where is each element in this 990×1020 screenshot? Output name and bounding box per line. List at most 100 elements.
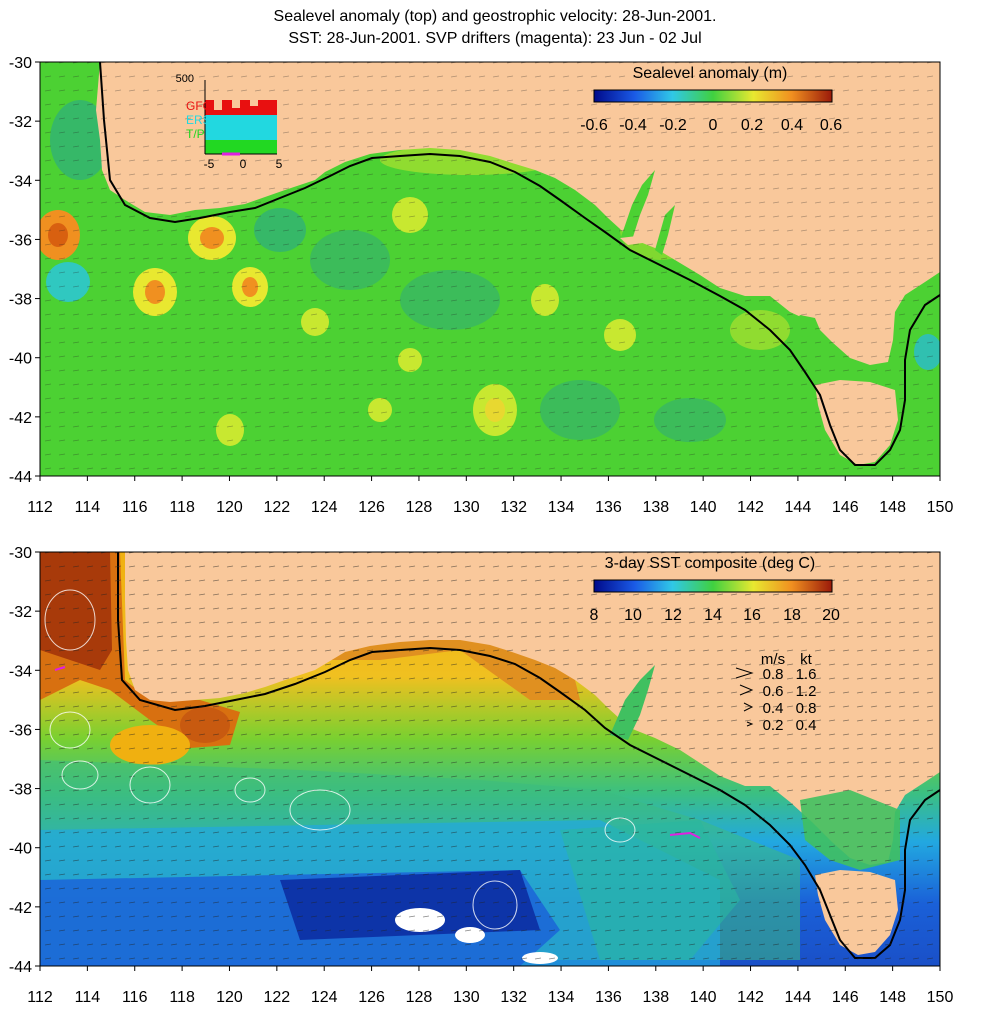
longitude-tick-label: 144 bbox=[785, 499, 812, 516]
sla-colorbar-tick: 0.6 bbox=[820, 117, 842, 134]
longitude-tick-label: 144 bbox=[785, 989, 812, 1006]
inset-x-tick: 5 bbox=[276, 157, 283, 171]
inset-legend-ers2: ERS-2 bbox=[186, 113, 222, 127]
figure-title-line-1: Sealevel anomaly (top) and geostrophic v… bbox=[273, 8, 717, 25]
sst-colorbar-tick: 12 bbox=[664, 607, 682, 624]
longitude-tick-label: 124 bbox=[311, 499, 338, 516]
velocity-key-kt: 0.4 bbox=[796, 717, 817, 734]
longitude-tick-label: 146 bbox=[832, 499, 859, 516]
sla-map-panel bbox=[40, 62, 940, 476]
drifter-track bbox=[669, 831, 701, 839]
longitude-tick-label: 140 bbox=[690, 499, 717, 516]
velocity-key: m/s kt 0.8 1.6 0.6 1.2 0.4 0.8 0.2 0.4 bbox=[735, 651, 817, 734]
sla-contour-lines bbox=[44, 589, 636, 930]
longitude-tick-label: 140 bbox=[690, 989, 717, 1006]
sla-colorbar-tick: 0.4 bbox=[781, 117, 803, 134]
sla-colorbar-tick: -0.2 bbox=[659, 117, 687, 134]
latitude-tick-label: -36 bbox=[9, 232, 32, 249]
sst-colorbar-tick: 14 bbox=[704, 607, 722, 624]
sla-colorbar-tick: -0.6 bbox=[580, 117, 608, 134]
inset-legend-tp: T/P bbox=[186, 127, 205, 141]
inset-x-tick: -5 bbox=[204, 157, 215, 171]
longitude-tick-label: 120 bbox=[216, 989, 243, 1006]
latitude-tick-label: -30 bbox=[9, 545, 32, 562]
longitude-tick-label: 138 bbox=[642, 989, 669, 1006]
sst-colorbar-scale bbox=[593, 579, 833, 593]
longitude-tick-label: 112 bbox=[27, 989, 53, 1006]
velocity-key-ms: 0.8 bbox=[763, 666, 784, 683]
velocity-key-kt: 1.2 bbox=[796, 683, 817, 700]
longitude-tick-label: 118 bbox=[169, 989, 195, 1006]
latitude-tick-label: -30 bbox=[9, 55, 32, 72]
velocity-key-kt: 0.8 bbox=[796, 700, 817, 717]
sla-colorbar: Sealevel anomaly (m) -0.6 -0.4 -0.2 0 0.… bbox=[580, 65, 842, 134]
sst-colorbar-tick: 10 bbox=[624, 607, 642, 624]
longitude-tick-label: 126 bbox=[358, 989, 385, 1006]
longitude-tick-label: 148 bbox=[879, 989, 906, 1006]
sst-colorbar-tick: 20 bbox=[822, 607, 840, 624]
longitude-tick-label: 134 bbox=[548, 989, 575, 1006]
longitude-tick-label: 138 bbox=[642, 499, 669, 516]
latitude-tick-label: -32 bbox=[9, 114, 32, 131]
sla-map-frame bbox=[39, 61, 941, 477]
longitude-tick-label: 132 bbox=[500, 989, 527, 1006]
sst-colorbar-tick: 16 bbox=[743, 607, 761, 624]
latitude-tick-label: -40 bbox=[9, 351, 32, 368]
sla-colorbar-tick: 0.2 bbox=[741, 117, 763, 134]
longitude-tick-label: 128 bbox=[406, 499, 433, 516]
latitude-tick-label: -34 bbox=[9, 663, 32, 680]
velocity-key-arrow bbox=[743, 702, 754, 712]
longitude-tick-label: 126 bbox=[358, 499, 385, 516]
inset-x-tick: 0 bbox=[240, 157, 247, 171]
velocity-key-ms: 0.6 bbox=[763, 683, 784, 700]
longitude-tick-label: 114 bbox=[75, 989, 101, 1006]
velocity-key-header-ms: m/s bbox=[761, 651, 785, 668]
longitude-tick-label: 150 bbox=[927, 499, 954, 516]
sst-velocity-vectors bbox=[40, 552, 940, 966]
longitude-tick-label: 128 bbox=[406, 989, 433, 1006]
longitude-tick-label: 112 bbox=[27, 499, 53, 516]
sla-colorbar-tick: 0 bbox=[709, 117, 718, 134]
bottom-longitude-ticks: 112 114 116 118 120 122 124 126 128 130 132 134 136 1… bbox=[27, 966, 953, 1006]
latitude-tick-label: -38 bbox=[9, 292, 32, 309]
longitude-tick-label: 122 bbox=[263, 989, 290, 1006]
velocity-key-arrow bbox=[735, 667, 754, 679]
longitude-tick-label: 130 bbox=[453, 989, 480, 1006]
drifter-track bbox=[54, 666, 66, 671]
longitude-tick-label: 122 bbox=[263, 499, 290, 516]
latitude-tick-label: -42 bbox=[9, 410, 32, 427]
longitude-tick-label: 130 bbox=[453, 499, 480, 516]
longitude-tick-label: 150 bbox=[927, 989, 954, 1006]
figure-title-line-2: SST: 28-Jun-2001. SVP drifters (magenta)… bbox=[288, 30, 702, 47]
sst-map-panel bbox=[40, 552, 940, 966]
latitude-tick-label: -42 bbox=[9, 900, 32, 917]
longitude-tick-label: 136 bbox=[595, 989, 622, 1006]
longitude-tick-label: 118 bbox=[169, 499, 195, 516]
longitude-tick-label: 134 bbox=[548, 499, 575, 516]
longitude-tick-label: 116 bbox=[122, 989, 148, 1006]
velocity-key-ms: 0.2 bbox=[763, 717, 784, 734]
longitude-tick-label: 132 bbox=[500, 499, 527, 516]
latitude-tick-label: -38 bbox=[9, 782, 32, 799]
longitude-tick-label: 120 bbox=[216, 499, 243, 516]
velocity-key-arrow bbox=[739, 684, 754, 696]
latitude-tick-label: -36 bbox=[9, 722, 32, 739]
latitude-tick-label: -44 bbox=[9, 469, 32, 486]
velocity-key-arrow bbox=[746, 721, 754, 727]
bottom-latitude-ticks: -30 -32 -34 -36 -38 -40 -42 -44 bbox=[9, 545, 40, 976]
sla-velocity-vectors bbox=[40, 62, 940, 476]
inset-ymax-label: 500 bbox=[176, 73, 194, 85]
longitude-tick-label: 136 bbox=[595, 499, 622, 516]
sla-colorbar-scale bbox=[593, 89, 833, 103]
sst-map-frame bbox=[39, 551, 941, 967]
longitude-tick-label: 114 bbox=[75, 499, 101, 516]
latitude-tick-label: -34 bbox=[9, 173, 32, 190]
top-longitude-ticks: 112 114 116 118 120 122 124 126 128 130 132 134 136 1… bbox=[27, 476, 953, 516]
longitude-tick-label: 124 bbox=[311, 989, 338, 1006]
sla-colorbar-tick: -0.4 bbox=[619, 117, 647, 134]
velocity-key-ms: 0.4 bbox=[763, 700, 784, 717]
velocity-key-header-kt: kt bbox=[800, 651, 813, 668]
longitude-tick-label: 142 bbox=[737, 989, 764, 1006]
longitude-tick-label: 116 bbox=[122, 499, 148, 516]
